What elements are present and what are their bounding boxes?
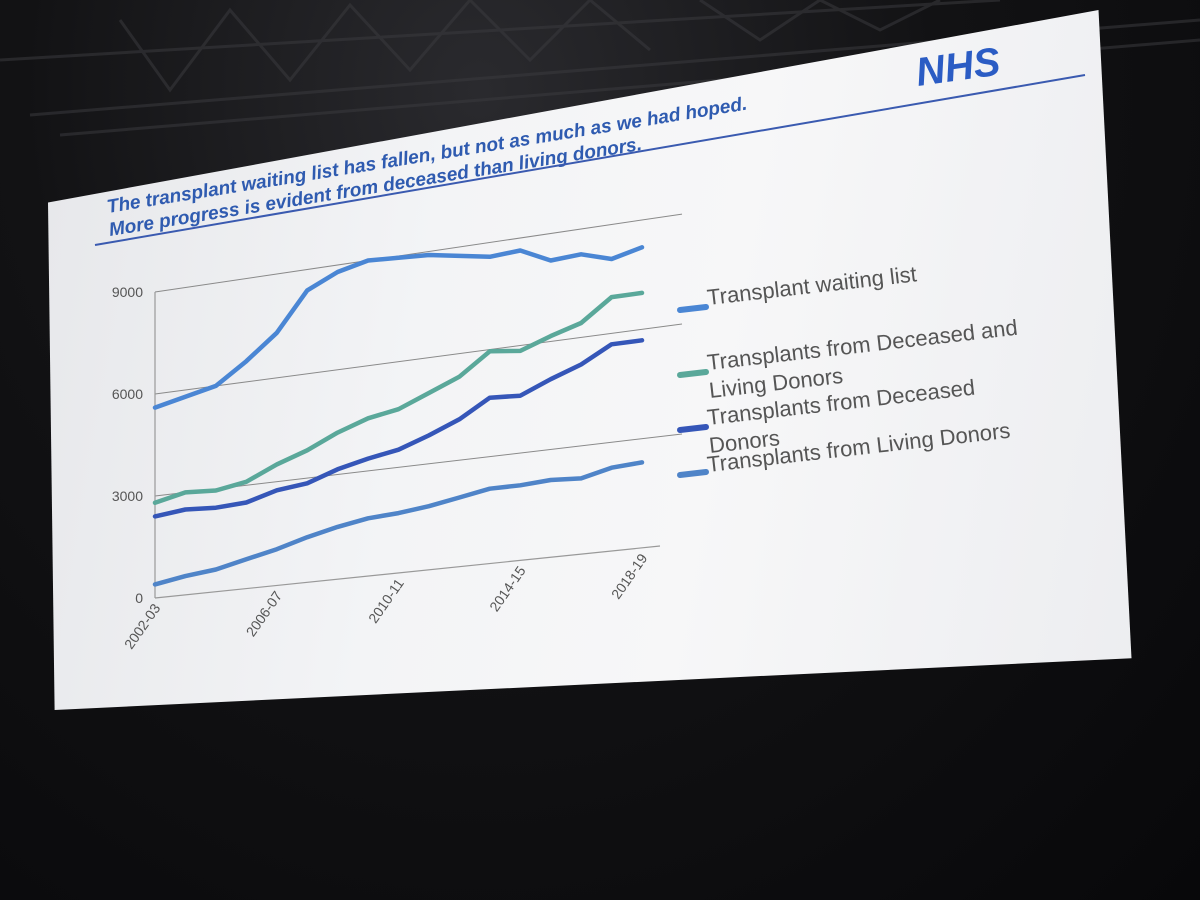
gridline: [154, 433, 683, 497]
series-line-1: [152, 245, 645, 410]
gridline: [154, 213, 683, 293]
y-tick-label: 9000: [112, 284, 143, 300]
legend-swatch-3: [677, 424, 709, 433]
y-tick-label: 3000: [112, 488, 143, 504]
series-line-3: [152, 338, 645, 519]
axes: [154, 292, 661, 599]
series-line-4: [152, 460, 645, 587]
y-tick-label: 0: [135, 590, 143, 606]
y-tick-label: 6000: [112, 386, 143, 402]
series-lines: [152, 245, 645, 587]
gridlines: [154, 213, 683, 497]
y-axis-ticks: 0 3000 6000 9000: [112, 284, 143, 606]
series-line-2: [152, 290, 645, 506]
gridline: [154, 323, 683, 395]
legend-swatch-4: [677, 469, 709, 478]
legend-swatch-1: [677, 304, 709, 313]
title-underline: [94, 74, 1086, 246]
legend-swatch-2: [677, 369, 709, 378]
x-axis-line: [154, 545, 661, 599]
